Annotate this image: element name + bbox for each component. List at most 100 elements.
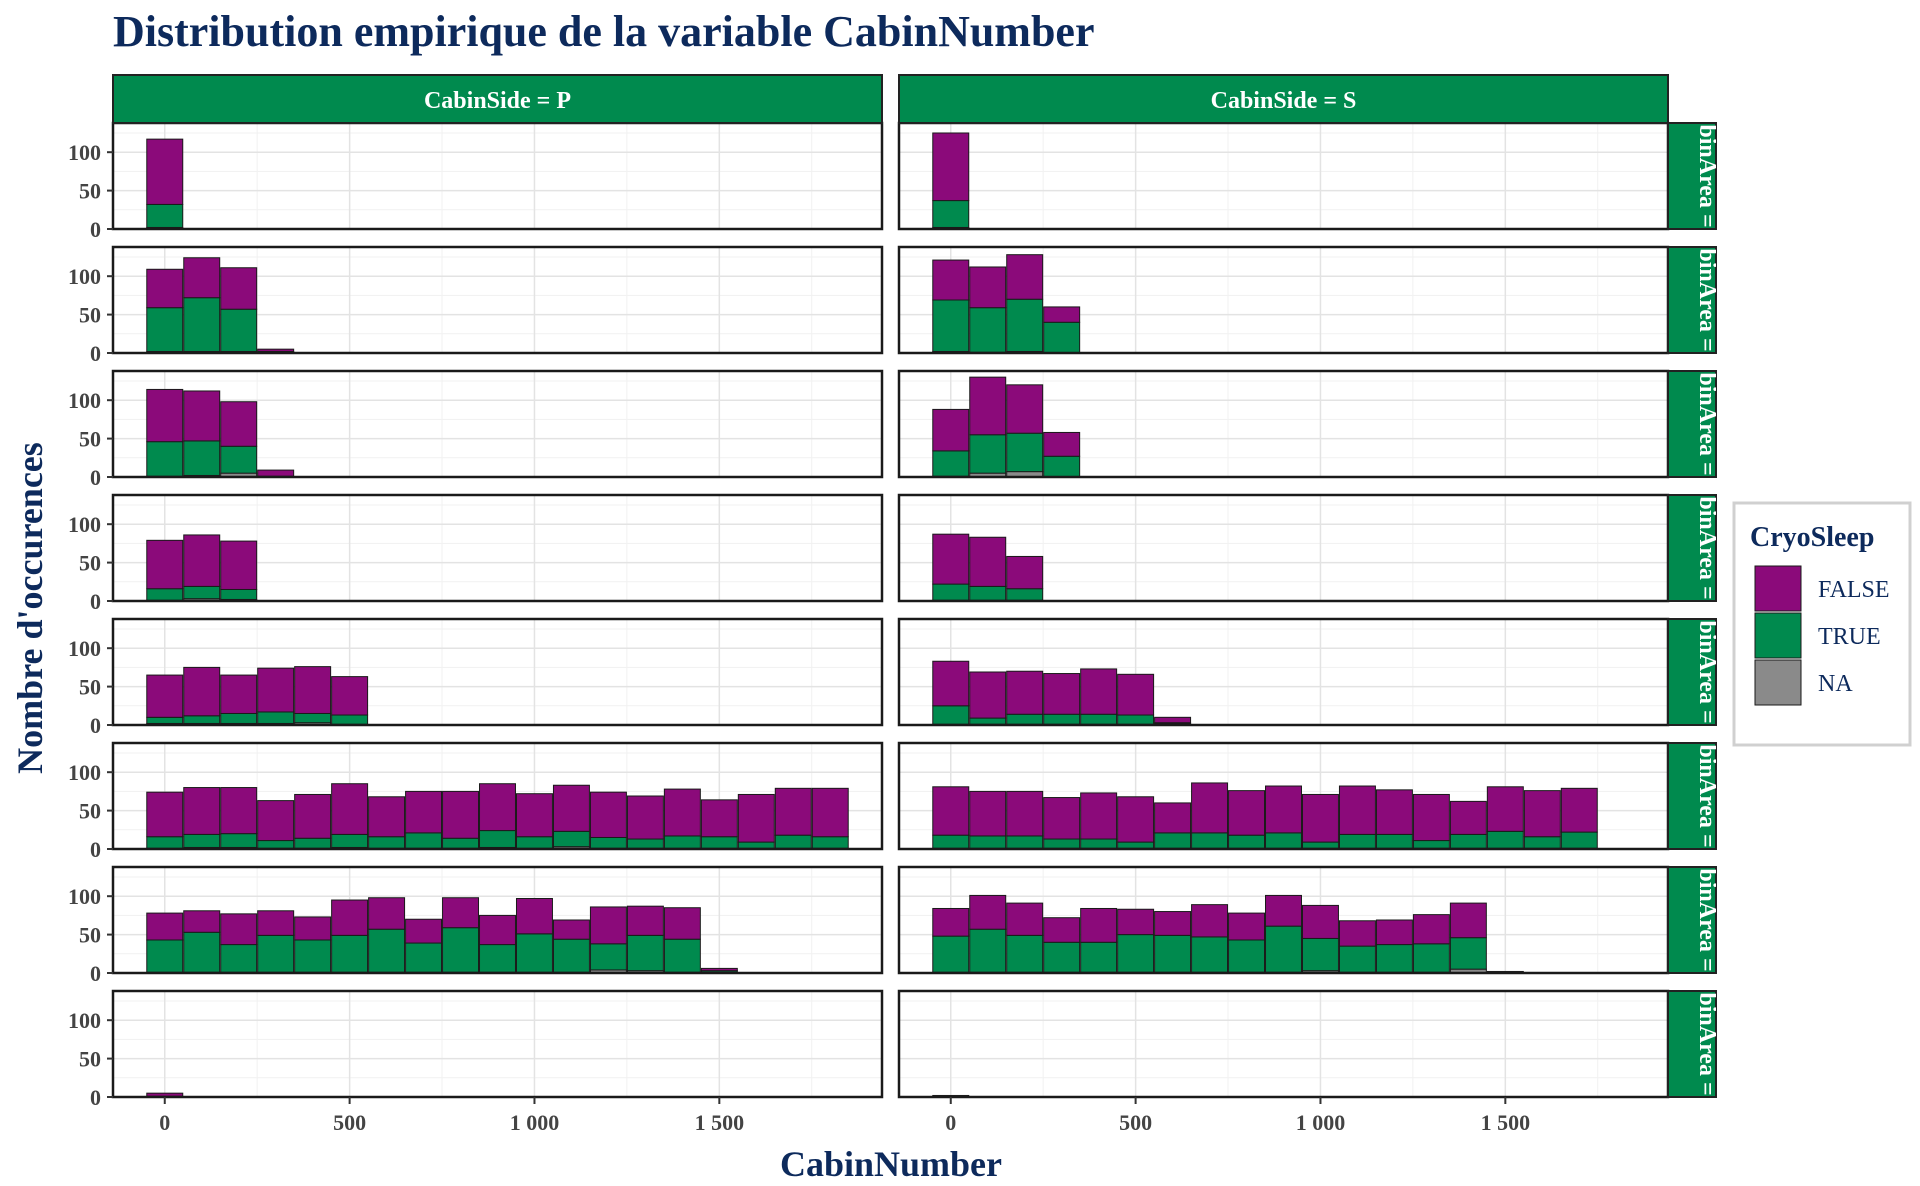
y-tick-label: 100 — [68, 264, 101, 289]
legend-key-true — [1754, 612, 1802, 659]
bar-segment-true — [1006, 934, 1044, 973]
bar-segment-true — [146, 307, 184, 352]
y-tick-label: 0 — [90, 713, 101, 738]
bar-segment-true — [1265, 925, 1302, 973]
bar-segment-false — [1560, 787, 1598, 833]
bar-segment-false — [1006, 384, 1044, 434]
bar-segment-true — [1375, 944, 1413, 973]
bar-segment-true — [774, 834, 812, 849]
bar-segment-true — [589, 943, 627, 971]
bar-segment-false — [700, 967, 738, 972]
bar-segment-true — [932, 450, 970, 477]
bar-segment-false — [220, 540, 258, 590]
row-strip — [1667, 246, 1717, 354]
bar-segment-true — [1006, 835, 1044, 849]
y-tick-label: 100 — [68, 1008, 101, 1033]
y-tick-label: 100 — [68, 636, 101, 661]
row-strip — [1667, 370, 1717, 478]
bar-segment-true — [220, 833, 258, 848]
bar-segment-true — [331, 714, 369, 725]
bar-segment-false — [1043, 306, 1081, 323]
bar-segment-true — [1043, 941, 1081, 973]
bar-segment-false — [294, 793, 332, 839]
bar-segment-false — [294, 916, 332, 941]
y-tick-label: 0 — [90, 217, 101, 242]
y-tick-label: 50 — [79, 675, 101, 700]
legend-label-true: TRUE — [1818, 624, 1881, 650]
row-strip — [1667, 122, 1717, 230]
x-tick-label: 0 — [945, 1110, 956, 1135]
legend-key-false — [1754, 565, 1802, 612]
y-tick-label: 50 — [79, 551, 101, 576]
bar-segment-true — [257, 711, 295, 724]
row-strip-label: binArea = — [1694, 868, 1720, 971]
y-tick-label: 50 — [79, 1047, 101, 1072]
bar-segment-false — [146, 388, 184, 443]
bar-segment-true — [515, 933, 553, 973]
bar-segment-true — [368, 928, 406, 973]
bar-segment-true — [1006, 588, 1044, 601]
bar-segment-true — [220, 308, 258, 352]
y-tick-label: 100 — [68, 388, 101, 413]
panel-border — [111, 865, 884, 975]
bar-segment-false — [515, 897, 553, 935]
bar-segment-false — [257, 910, 295, 936]
bar-segment-false — [331, 783, 369, 835]
legend-label-false: FALSE — [1818, 577, 1890, 603]
bar-segment-true — [442, 837, 480, 849]
bar-segment-false — [1412, 914, 1450, 945]
bar-segment-false — [1449, 800, 1487, 835]
bar-segment-true — [257, 840, 295, 849]
bar-segment-true — [1154, 934, 1192, 973]
bar-segment-true — [1043, 713, 1081, 725]
bar-segment-false — [146, 912, 184, 941]
bar-segment-false — [1117, 673, 1155, 716]
column-strip — [112, 74, 883, 124]
bar-segment-false — [257, 800, 295, 842]
bar-segment-true — [1154, 832, 1192, 849]
bar-segment-true — [626, 934, 664, 972]
bar-segment-false — [969, 376, 1007, 436]
bar-segment-false — [663, 788, 701, 837]
bar-segment-false — [1006, 790, 1044, 837]
bar-segment-false — [1375, 919, 1413, 946]
chart-title: Distribution empirique de la variable Ca… — [113, 7, 1095, 56]
bar-segment-false — [220, 787, 258, 835]
panel-border — [111, 493, 884, 603]
bar-segment-false — [932, 533, 970, 585]
y-tick-label: 100 — [68, 760, 101, 785]
bar-segment-true — [969, 717, 1007, 725]
bar-segment-false — [932, 786, 970, 836]
bar-segment-false — [220, 401, 258, 447]
bar-segment-true — [1006, 713, 1044, 725]
y-tick-label: 100 — [68, 512, 101, 537]
bar-segment-false — [932, 907, 970, 937]
bar-segment-true — [1043, 321, 1081, 354]
bar-segment-false — [1228, 790, 1266, 836]
bar-segment-false — [1338, 920, 1376, 947]
panel-background — [113, 123, 882, 229]
bar-segment-true — [294, 712, 332, 724]
bar-segment-false — [1043, 917, 1081, 943]
bar-segment-false — [1154, 716, 1192, 724]
bar-segment-false — [331, 676, 369, 716]
bar-segment-false — [1486, 786, 1524, 832]
axes: 0 50 100 0 50 100 0 50 100 0 50 100 0 50 100 0 50 100 0 50 1… — [68, 140, 1530, 1135]
bar-segment-true — [183, 297, 221, 352]
legend-key-na — [1754, 659, 1802, 706]
bar-segment-true — [1412, 840, 1450, 849]
panel-border — [111, 989, 884, 1099]
y-tick-label: 0 — [90, 589, 101, 614]
bar-segment-true — [932, 705, 970, 725]
bar-segment-false — [515, 793, 553, 838]
bar-segment-false — [331, 899, 369, 936]
bar-segment-true — [1523, 836, 1561, 849]
bar-segment-true — [368, 836, 406, 849]
bar-segment-false — [479, 914, 516, 946]
bar-segment-false — [700, 799, 738, 838]
bar-segment-true — [1080, 713, 1118, 725]
bar-segment-true — [220, 445, 258, 474]
bar-segment-true — [515, 836, 553, 849]
bar-segment-false — [932, 132, 970, 202]
